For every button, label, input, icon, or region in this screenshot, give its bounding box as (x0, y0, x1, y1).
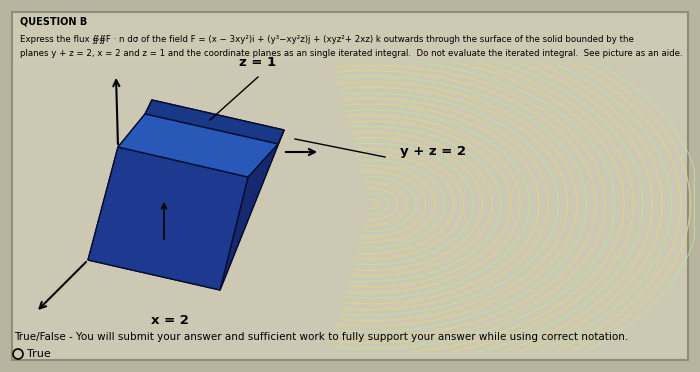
Polygon shape (145, 100, 284, 144)
Polygon shape (88, 100, 152, 260)
Text: True: True (27, 349, 50, 359)
Bar (14, 16, 686, 62)
Text: True/False - You will submit your answer and sufficient work to fully support yo: True/False - You will submit your answer… (14, 332, 629, 342)
Text: z = 1: z = 1 (239, 56, 276, 69)
Polygon shape (88, 147, 248, 290)
Polygon shape (88, 100, 284, 290)
Text: Express the flux ∯∯F · n dσ of the field F = (x − 3xy²)i + (y³−xy²z)j + (xyz²+ 2: Express the flux ∯∯F · n dσ of the field… (20, 35, 634, 44)
Polygon shape (220, 130, 284, 290)
Text: planes y + z = 2, x = 2 and z = 1 and the coordinate planes as an single iterate: planes y + z = 2, x = 2 and z = 1 and th… (20, 49, 682, 58)
Text: QUESTION B: QUESTION B (20, 17, 88, 27)
Text: x = 2: x = 2 (151, 314, 189, 327)
Text: y + z = 2: y + z = 2 (400, 145, 466, 158)
Polygon shape (118, 114, 278, 177)
